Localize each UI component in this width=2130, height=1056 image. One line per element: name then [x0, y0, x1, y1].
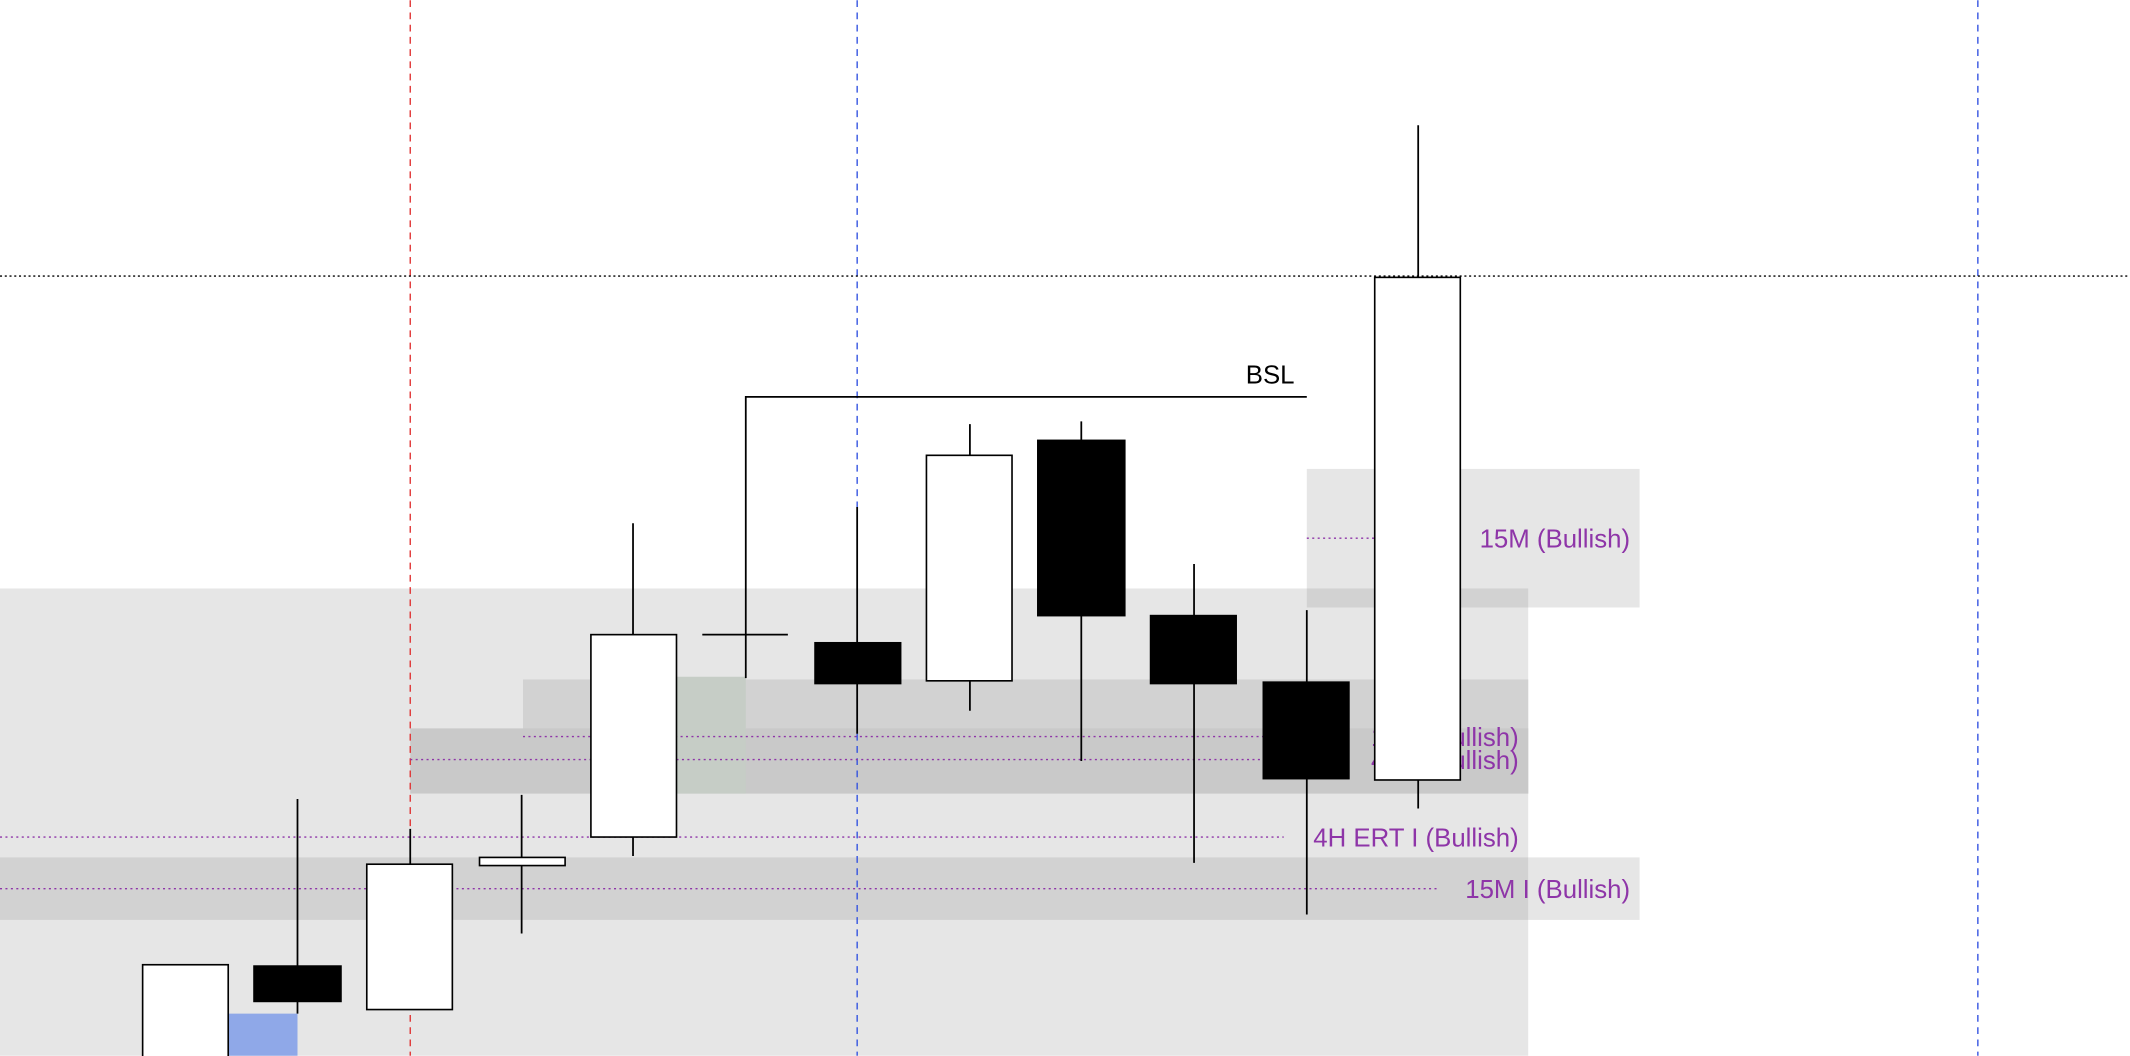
candle — [365, 863, 454, 1011]
candle — [1262, 681, 1350, 780]
candle — [1149, 614, 1237, 685]
zone — [1528, 857, 1640, 920]
candle — [1373, 276, 1462, 781]
candle — [1037, 439, 1126, 617]
bsl-label: BSL — [1246, 361, 1295, 389]
zone-label: 4H ERT I (Bullish) — [1313, 825, 1518, 853]
zone — [0, 588, 1529, 1056]
candle — [814, 641, 902, 685]
candle — [253, 965, 342, 1003]
bsl-line — [744, 396, 1307, 679]
zone — [228, 1013, 298, 1056]
candle — [141, 963, 230, 1056]
candle — [478, 856, 566, 867]
zone-label: 15M I (Bullish) — [1465, 876, 1630, 904]
zone — [410, 728, 1529, 794]
candle — [925, 454, 1013, 682]
zone-label: 15M (Bullish) — [1480, 526, 1631, 554]
zone — [676, 676, 746, 794]
candle — [590, 633, 678, 838]
